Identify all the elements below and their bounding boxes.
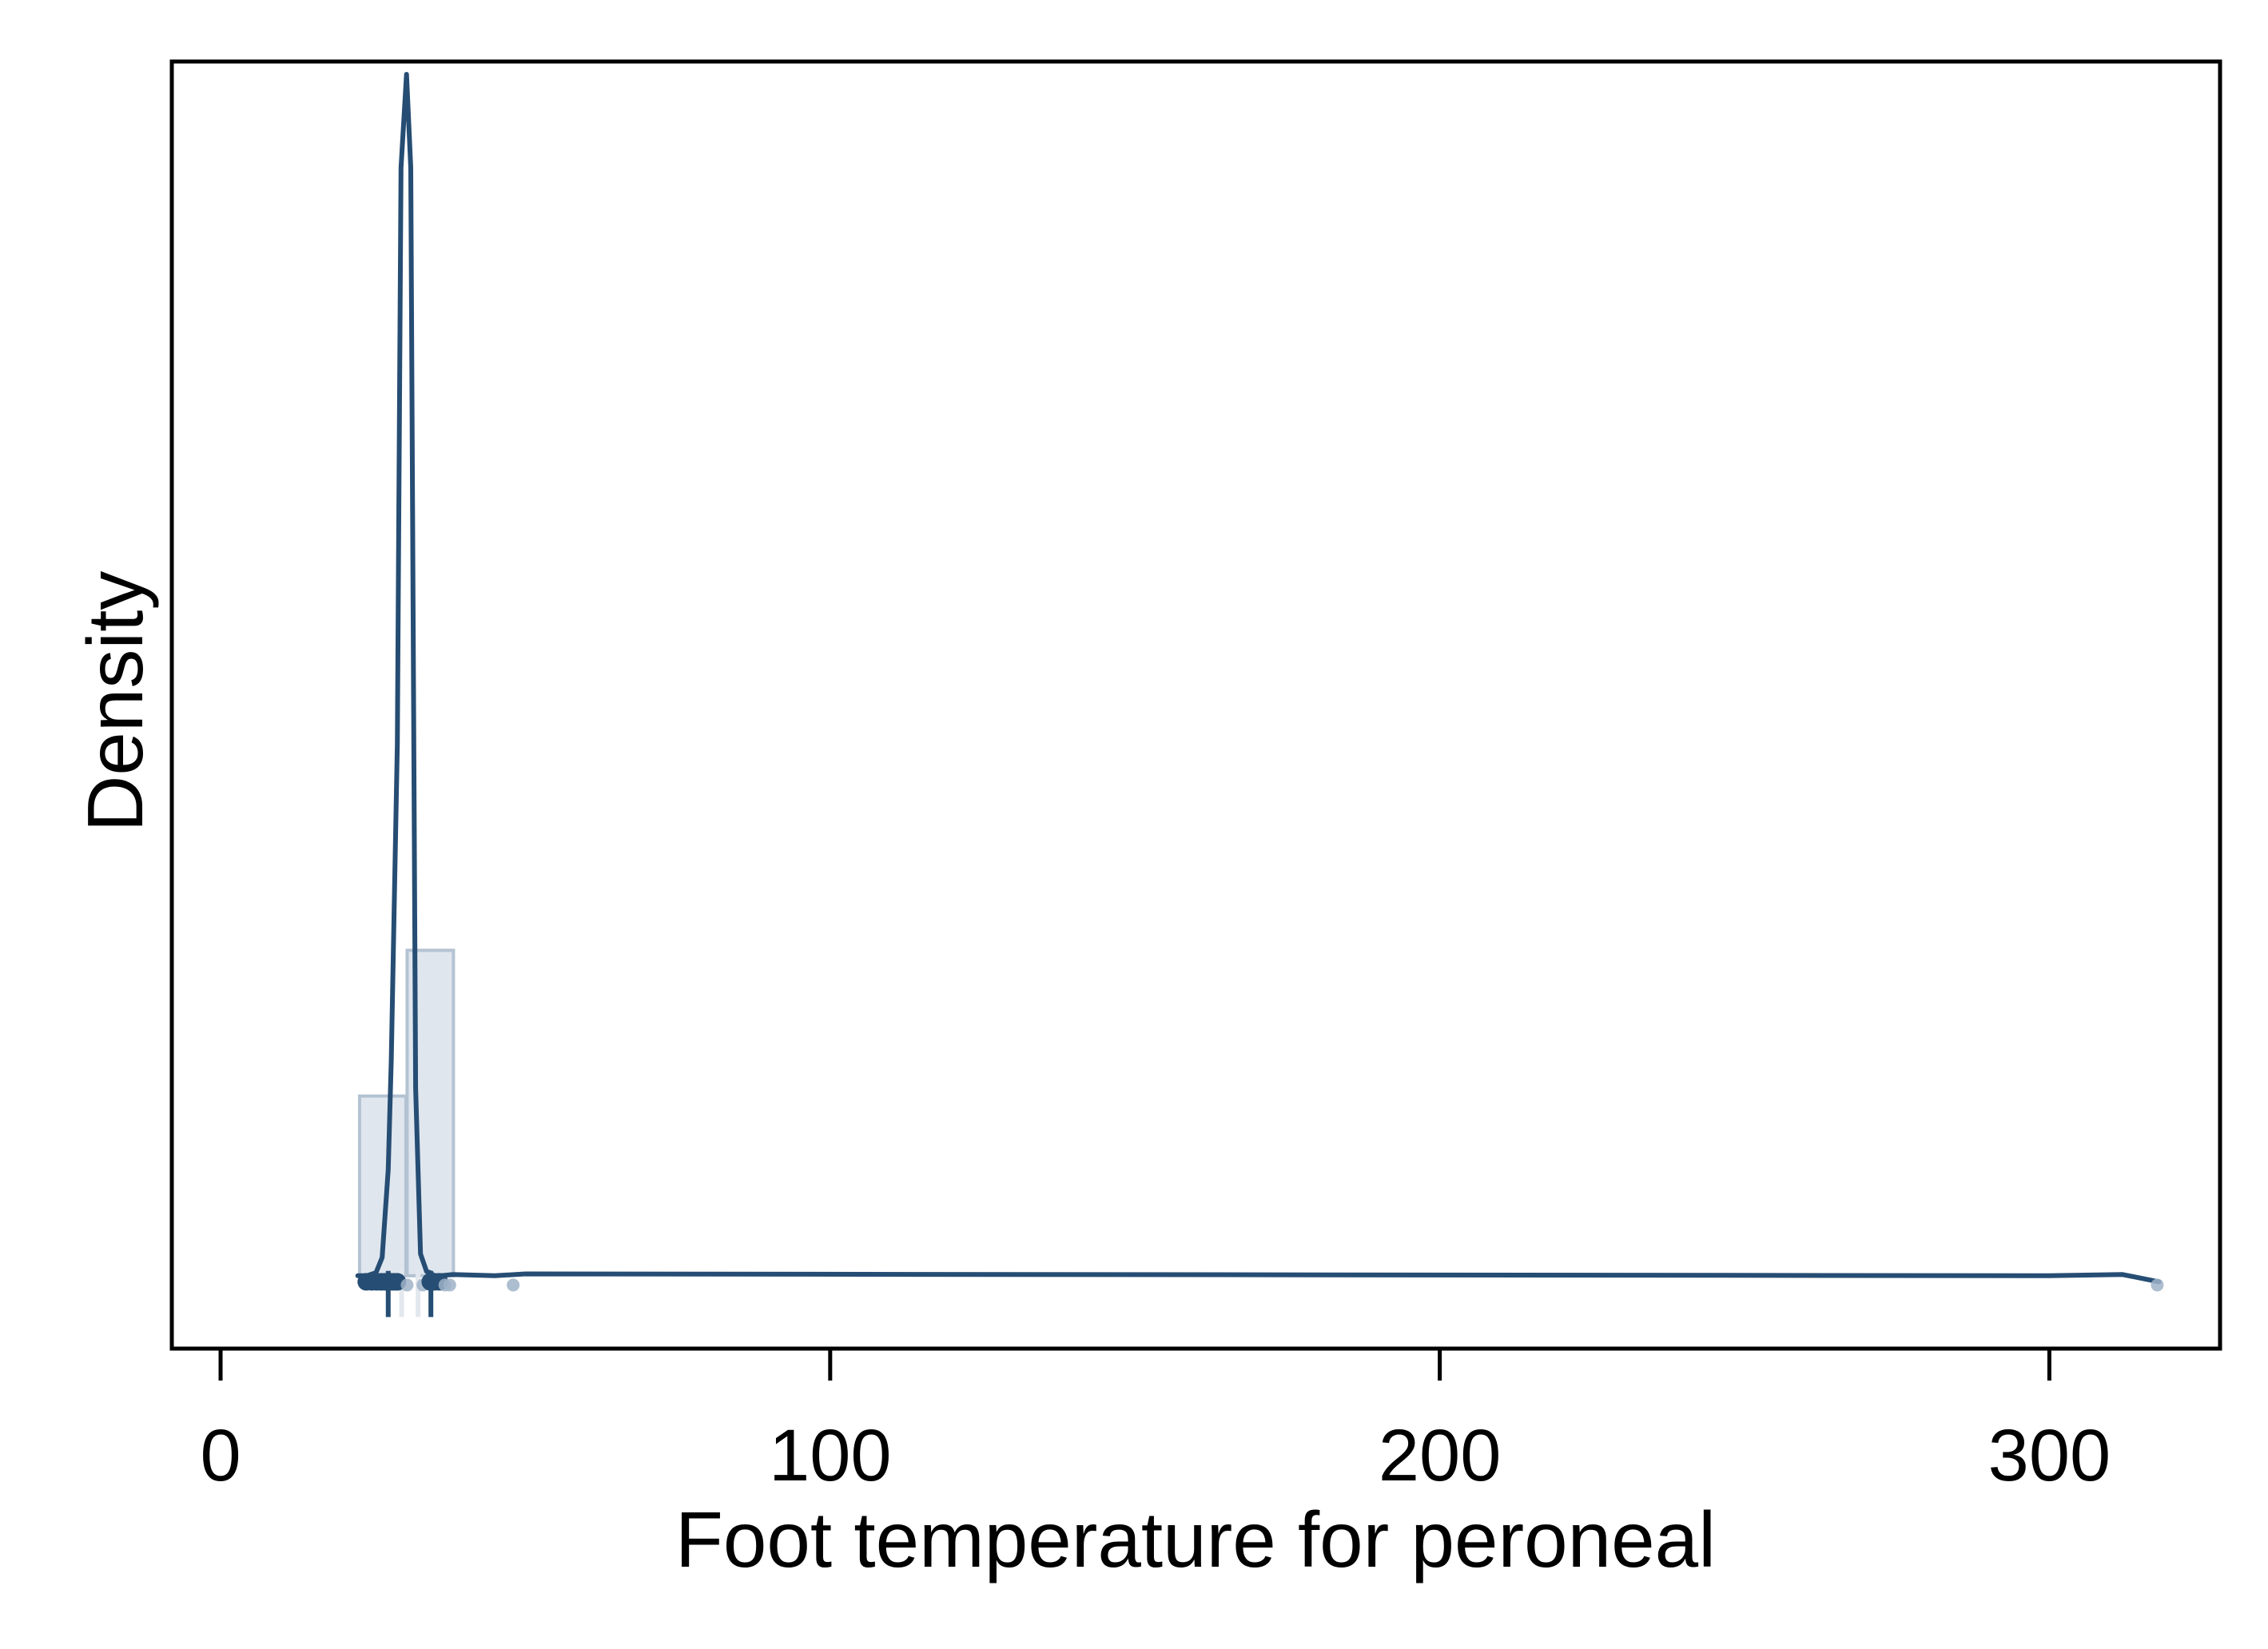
x-axis: 0 100 200 300 (200, 1349, 2111, 1496)
x-tick-label-3: 300 (1988, 1415, 2111, 1496)
x-axis-title: Foot temperature for peroneal (675, 1496, 1716, 1583)
rug-point-9 (400, 1278, 414, 1292)
rug-point-15 (443, 1278, 456, 1292)
density-curve (355, 72, 2162, 1285)
x-tick-label-1: 100 (769, 1415, 892, 1496)
x-tick-label-0: 0 (200, 1415, 241, 1496)
x-tick-label-2: 200 (1379, 1415, 1502, 1496)
y-axis-title: Density (71, 571, 159, 832)
rug-point-17 (2151, 1278, 2164, 1292)
rug-point-16 (507, 1278, 520, 1292)
plot-marks (355, 72, 2164, 1317)
plot-frame (169, 59, 2222, 1351)
